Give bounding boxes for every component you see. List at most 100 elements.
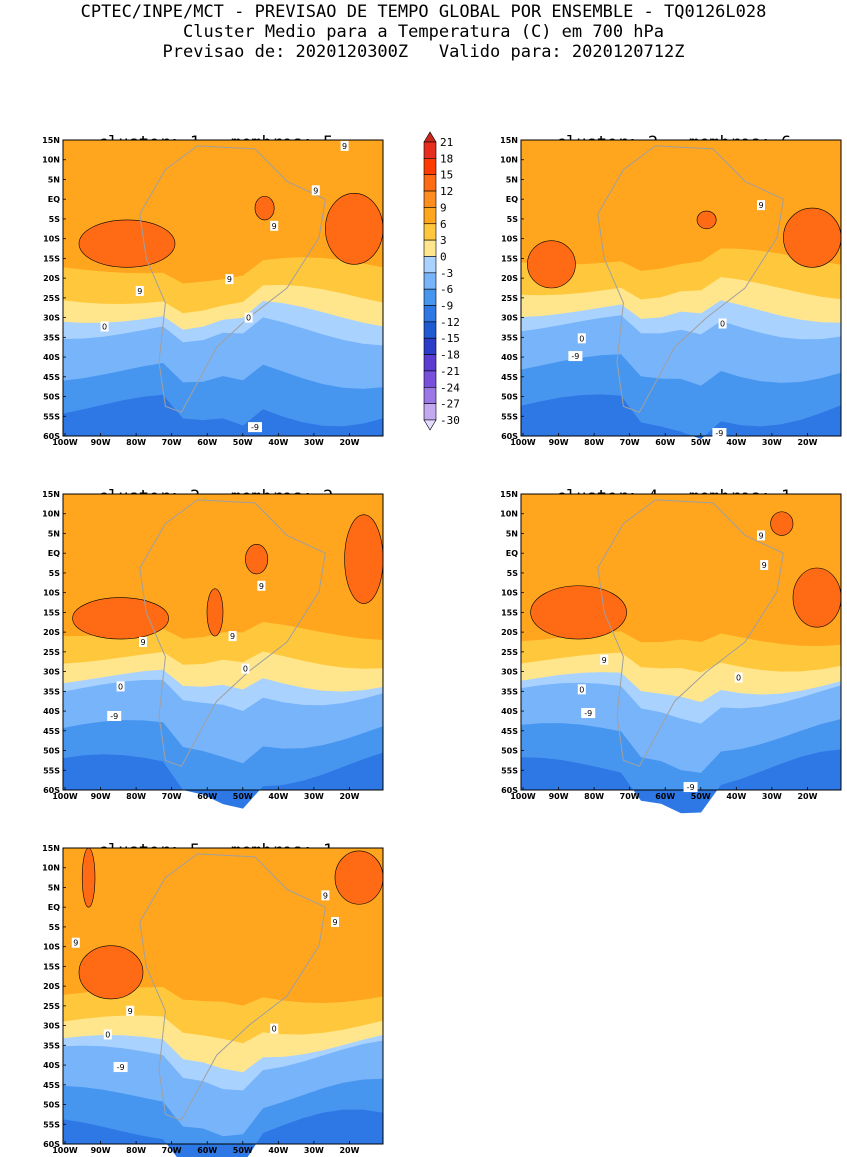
lon-tick-label: 30W xyxy=(762,792,782,801)
contour-label: 9 xyxy=(227,275,232,284)
contour-label: 0 xyxy=(579,685,584,694)
warm-patch xyxy=(206,588,224,637)
map-frame xyxy=(62,493,384,791)
contour-label: 9 xyxy=(602,656,607,665)
map-field xyxy=(63,847,384,1157)
coastline xyxy=(139,853,326,1121)
lat-tick-label: 15S xyxy=(43,962,60,971)
contour-label-box xyxy=(718,318,727,329)
field-band xyxy=(63,394,383,436)
coastline xyxy=(139,499,326,767)
lon-tick-label: 30W xyxy=(762,438,782,447)
lon-tick-label: 100W xyxy=(52,1146,78,1155)
lon-tick-label: 100W xyxy=(52,792,78,801)
lat-tick-label: 50S xyxy=(43,393,60,402)
colorbar-tick-label: -12 xyxy=(440,316,460,329)
lon-tick-label: 20W xyxy=(797,438,817,447)
temperature-map: 15N 10N 5N EQ 5S 10S 15S 20S 25S 30S 35S 40S 45S 50S 5… xyxy=(42,844,384,1157)
warm-patch xyxy=(344,514,384,604)
lon-tick-label: 20W xyxy=(339,792,359,801)
lat-tick-label: 30S xyxy=(43,1022,60,1031)
lon-tick-label: 70W xyxy=(162,438,182,447)
map-frame xyxy=(62,847,384,1145)
lon-tick-label: 100W xyxy=(510,792,536,801)
colorbar-tick-label: 3 xyxy=(440,234,447,247)
lon-tick-label: 50W xyxy=(691,438,711,447)
lat-tick-label: 5N xyxy=(506,529,518,538)
lat-tick-label: 35S xyxy=(43,687,60,696)
contour-label: -9 xyxy=(687,783,695,792)
lon-tick-label: 20W xyxy=(797,792,817,801)
lon-tick-label: 100W xyxy=(52,438,78,447)
contour-label: 9 xyxy=(762,561,767,570)
lat-tick-label: 25S xyxy=(43,294,60,303)
lat-tick-label: 40S xyxy=(43,1061,60,1070)
warm-patch xyxy=(78,219,176,268)
lat-tick-label: 15S xyxy=(501,608,518,617)
colorbar-box xyxy=(423,370,437,388)
temperature-map: 15N 10N 5N EQ 5S 10S 15S 20S 25S 30S 35S 40S 45S 50S 5… xyxy=(42,490,384,809)
map-frame xyxy=(62,139,384,437)
lat-tick-label: 15N xyxy=(42,844,60,853)
contour-label-box xyxy=(116,681,125,692)
colorbar-tick-label: 6 xyxy=(440,218,447,231)
lon-tick-label: 60W xyxy=(197,438,217,447)
cluster-panel-2: cluster: 2 membros: 6 15N10N5NEQ5S10S15S… xyxy=(483,113,842,447)
contour-label-box xyxy=(600,654,609,665)
lat-tick-label: 20S xyxy=(43,628,60,637)
lat-tick-label: EQ xyxy=(506,195,518,204)
colorbar-box xyxy=(423,239,437,257)
contour-label-box xyxy=(757,200,765,211)
lat-tick-label: 60S xyxy=(43,1140,60,1149)
lon-tick-label: 40W xyxy=(268,1146,288,1155)
lat-tick-label: 45S xyxy=(43,1081,60,1090)
lon-tick-label: 30W xyxy=(304,792,324,801)
lat-tick-label: 20S xyxy=(501,628,518,637)
warm-patch xyxy=(245,544,269,575)
lat-tick-label: 35S xyxy=(43,1041,60,1050)
lon-tick-label: 90W xyxy=(549,792,569,801)
lat-tick-label: 30S xyxy=(501,314,518,323)
figure-title-line2: Cluster Medio para a Temperatura (C) em … xyxy=(182,22,665,42)
lat-tick-label: 40S xyxy=(43,707,60,716)
contour-label-box xyxy=(241,663,250,674)
lon-tick-label: 20W xyxy=(339,1146,359,1155)
colorbar-tick-label: -3 xyxy=(440,267,453,280)
field-band xyxy=(521,394,841,440)
lat-tick-label: 5S xyxy=(507,569,519,578)
lat-tick-label: 25S xyxy=(43,648,60,657)
lon-tick-label: 60W xyxy=(197,1146,217,1155)
warm-patch xyxy=(527,240,576,289)
lat-tick-label: 25S xyxy=(501,294,518,303)
lon-tick-label: 50W xyxy=(233,1146,253,1155)
lat-tick-label: 5N xyxy=(48,529,60,538)
lon-tick-label: 40W xyxy=(268,792,288,801)
lon-tick-label: 80W xyxy=(584,438,604,447)
contour-label: 0 xyxy=(118,682,123,691)
lat-tick-label: 10N xyxy=(42,864,60,873)
lon-tick-label: 40W xyxy=(268,438,288,447)
lat-tick-label: 60S xyxy=(501,432,518,441)
lat-tick-label: 5N xyxy=(506,175,518,184)
contour-label-box xyxy=(225,274,234,285)
lat-tick-label: 15N xyxy=(42,490,60,499)
contour-label-box xyxy=(757,530,765,541)
contour-label: -9 xyxy=(584,709,592,718)
lat-tick-label: 10S xyxy=(43,943,60,952)
lat-tick-label: 35S xyxy=(501,687,518,696)
contour-label-box xyxy=(100,321,109,332)
lat-tick-label: EQ xyxy=(48,903,60,912)
lat-tick-label: 5S xyxy=(507,215,519,224)
contour-label-box xyxy=(135,285,144,296)
contour-label-box xyxy=(244,312,253,323)
lat-tick-label: 50S xyxy=(43,1101,60,1110)
lon-tick-label: 30W xyxy=(304,1146,324,1155)
figure-title-line1: CPTEC/INPE/MCT - PREVISAO DE TEMPO GLOBA… xyxy=(80,2,767,22)
contour-label: 0 xyxy=(243,665,248,674)
lon-tick-label: 70W xyxy=(162,1146,182,1155)
lon-tick-label: 80W xyxy=(126,792,146,801)
contour-label: 9 xyxy=(272,222,277,231)
contour-label-box xyxy=(311,185,320,196)
colorbar-tick-label: -9 xyxy=(440,300,453,313)
contour-label-box xyxy=(331,917,339,927)
